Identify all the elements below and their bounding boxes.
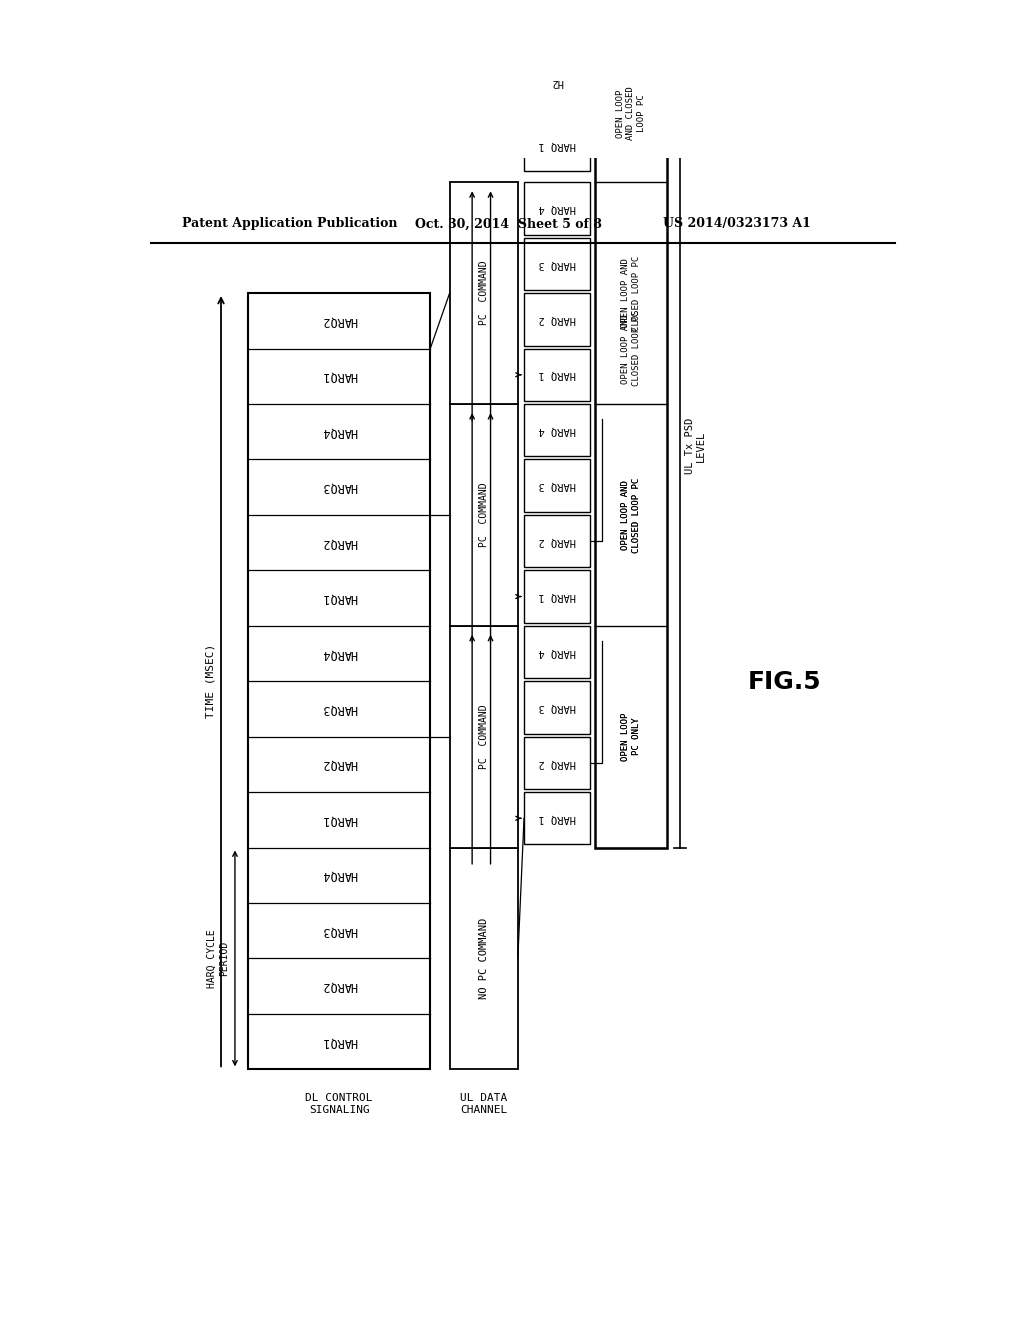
Text: OPEN LOOP AND
CLOSED LOOP PC: OPEN LOOP AND CLOSED LOOP PC: [622, 478, 641, 553]
Bar: [450, 182, 518, 404]
Bar: [450, 626, 518, 847]
Text: US 2014/0323173 A1: US 2014/0323173 A1: [663, 218, 811, 231]
Bar: [524, 348, 590, 401]
Text: HARQ4: HARQ4: [322, 425, 357, 438]
Text: HARQ2: HARQ2: [322, 758, 357, 771]
Bar: [595, 45, 668, 847]
Text: HARQ 3: HARQ 3: [539, 702, 575, 713]
Text: HARQ 1: HARQ 1: [539, 140, 575, 150]
Bar: [524, 55, 590, 108]
Bar: [450, 847, 518, 1069]
Text: HARQ1: HARQ1: [322, 591, 357, 605]
Text: HARQ3: HARQ3: [322, 702, 357, 715]
Bar: [524, 459, 590, 512]
Text: HARQ1: HARQ1: [322, 1035, 357, 1048]
Text: HARQ 4: HARQ 4: [539, 203, 575, 214]
Bar: [596, 626, 666, 847]
Text: HARQ1: HARQ1: [322, 370, 357, 383]
Bar: [450, 404, 518, 626]
Text: OPEN LOOP AND
CLOSED LOOP PC: OPEN LOOP AND CLOSED LOOP PC: [622, 312, 641, 387]
Text: HARQ 2: HARQ 2: [539, 314, 575, 325]
Bar: [524, 626, 590, 678]
Text: HARQ 4: HARQ 4: [539, 425, 575, 436]
Text: HARQ1: HARQ1: [322, 813, 357, 826]
Bar: [248, 293, 430, 1069]
Text: DL CONTROL
SIGNALING: DL CONTROL SIGNALING: [305, 1093, 373, 1115]
Text: UL Tx PSD
LEVEL: UL Tx PSD LEVEL: [684, 418, 707, 474]
Text: OPEN LOOP AND
CLOSED LOOP PC: OPEN LOOP AND CLOSED LOOP PC: [622, 256, 641, 331]
Text: HARQ2: HARQ2: [322, 536, 357, 549]
Text: HARQ CYCLE
PERIOD: HARQ CYCLE PERIOD: [207, 929, 228, 987]
Text: NO PC COMMAND: NO PC COMMAND: [479, 917, 488, 999]
Bar: [524, 404, 590, 457]
Text: UL DATA
CHANNEL: UL DATA CHANNEL: [460, 1093, 507, 1115]
Text: Patent Application Publication: Patent Application Publication: [182, 218, 397, 231]
Text: H2: H2: [551, 77, 563, 87]
Text: HARQ4: HARQ4: [322, 647, 357, 660]
Bar: [524, 570, 590, 623]
Text: FIG.5: FIG.5: [748, 671, 821, 694]
Bar: [596, 404, 666, 626]
Bar: [524, 182, 590, 235]
Text: HARQ 3: HARQ 3: [539, 480, 575, 491]
Bar: [524, 293, 590, 346]
Bar: [524, 515, 590, 568]
Text: HARQ3: HARQ3: [322, 924, 357, 937]
Bar: [524, 792, 590, 845]
Text: HARQ 4: HARQ 4: [539, 647, 575, 657]
Bar: [524, 737, 590, 789]
Text: HARQ 1: HARQ 1: [539, 813, 575, 824]
Text: HARQ 3: HARQ 3: [539, 259, 575, 269]
Text: HARQ4: HARQ4: [322, 869, 357, 882]
Text: HARQ2: HARQ2: [322, 314, 357, 327]
Text: HARQ 1: HARQ 1: [539, 370, 575, 380]
Bar: [524, 681, 590, 734]
Text: PC  COMMAND: PC COMMAND: [479, 483, 488, 548]
Text: HARQ2: HARQ2: [322, 979, 357, 993]
Text: PC  COMMAND: PC COMMAND: [479, 705, 488, 770]
Text: OPEN LOOP
AND CLOSED
LOOP PC: OPEN LOOP AND CLOSED LOOP PC: [616, 87, 646, 140]
Bar: [524, 119, 590, 172]
Bar: [524, 238, 590, 290]
Text: HARQ 1: HARQ 1: [539, 591, 575, 602]
Text: OPEN LOOP
PC ONLY: OPEN LOOP PC ONLY: [622, 713, 641, 760]
Text: TIME (MSEC): TIME (MSEC): [205, 644, 215, 718]
Text: PC  COMMAND: PC COMMAND: [479, 261, 488, 326]
Text: HARQ 2: HARQ 2: [539, 758, 575, 768]
Text: OPEN LOOP AND
CLOSED LOOP PC: OPEN LOOP AND CLOSED LOOP PC: [622, 478, 641, 553]
Bar: [596, 182, 666, 515]
Text: OPEN LOOP
PC ONLY: OPEN LOOP PC ONLY: [622, 713, 641, 760]
Text: HARQ 2: HARQ 2: [539, 536, 575, 546]
Text: Oct. 30, 2014  Sheet 5 of 8: Oct. 30, 2014 Sheet 5 of 8: [415, 218, 602, 231]
Text: HARQ3: HARQ3: [322, 480, 357, 494]
